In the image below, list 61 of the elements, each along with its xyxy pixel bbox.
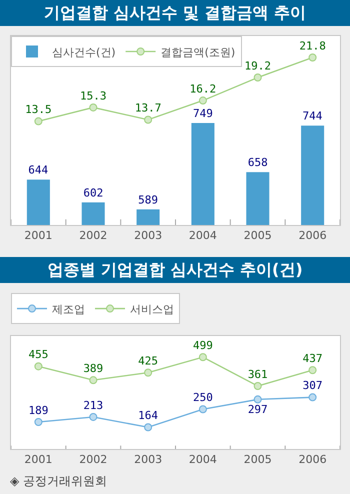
- data-label: 19.2: [244, 59, 271, 72]
- data-label: 589: [138, 193, 158, 206]
- text: ◈ 공정거래위원회: [10, 474, 108, 488]
- data-label: 389: [83, 362, 104, 376]
- data-label: 21.8: [299, 39, 326, 52]
- point: [34, 117, 42, 126]
- data-label: 437: [302, 352, 323, 365]
- point: [144, 116, 152, 124]
- point: [254, 73, 262, 82]
- x-tick-label: 2005: [244, 453, 272, 466]
- data-label: 15.3: [80, 89, 106, 102]
- point: [308, 366, 317, 374]
- x-tick-label: 2003: [134, 229, 162, 242]
- data-label: 213: [83, 398, 104, 412]
- point: [89, 412, 98, 421]
- data-label: 602: [83, 186, 104, 200]
- point: [198, 96, 207, 105]
- legend-label: 결합금액(조원): [160, 46, 236, 59]
- point: [34, 418, 42, 426]
- data-label: 658: [248, 156, 268, 170]
- data-label: 749: [192, 106, 213, 120]
- point: [198, 405, 207, 414]
- x-tick-label: 2002: [79, 229, 108, 242]
- point: [144, 368, 152, 377]
- x-tick-label: 2005: [244, 229, 272, 242]
- data-label: 189: [28, 404, 48, 417]
- point: [308, 393, 317, 402]
- x-tick-label: 2002: [79, 453, 108, 466]
- data-label: 425: [138, 354, 158, 368]
- legend-label: 서비스업: [130, 302, 174, 316]
- point: [34, 362, 42, 370]
- x-tick-label: 2004: [188, 229, 217, 242]
- data-label: 499: [192, 339, 213, 352]
- point: [89, 376, 98, 384]
- x-tick-label: 2001: [24, 453, 52, 466]
- data-label: 164: [138, 409, 158, 422]
- data-label: 13.7: [134, 102, 162, 115]
- legend-label: 심사건수(건): [52, 46, 116, 59]
- x-tick-label: 2003: [134, 453, 162, 466]
- point: [308, 54, 317, 62]
- point: [144, 423, 152, 432]
- point: [198, 353, 207, 362]
- data-label: 744: [302, 110, 323, 123]
- x-tick-label: 2006: [298, 229, 327, 242]
- legend-label: 제조업: [52, 302, 85, 316]
- x-tick-label: 2004: [188, 453, 217, 466]
- data-label: 361: [248, 368, 268, 381]
- x-tick-label: 2006: [298, 453, 327, 466]
- point: [254, 382, 262, 390]
- data-label: 16.2: [190, 82, 216, 96]
- chart-title: 업종별 기업결합 심사건수 추이(건): [0, 257, 350, 283]
- point: [254, 395, 262, 404]
- data-label: 307: [302, 379, 323, 392]
- point: [89, 103, 98, 112]
- data-label: 644: [28, 164, 49, 177]
- data-label: 13.5: [25, 103, 52, 116]
- data-label: 297: [248, 403, 268, 416]
- x-tick-label: 2001: [24, 229, 52, 242]
- chart-title: 기업결합 심사건수 및 결합금액 추이: [0, 0, 350, 26]
- data-label: 250: [192, 391, 213, 404]
- data-label: 455: [28, 348, 48, 362]
